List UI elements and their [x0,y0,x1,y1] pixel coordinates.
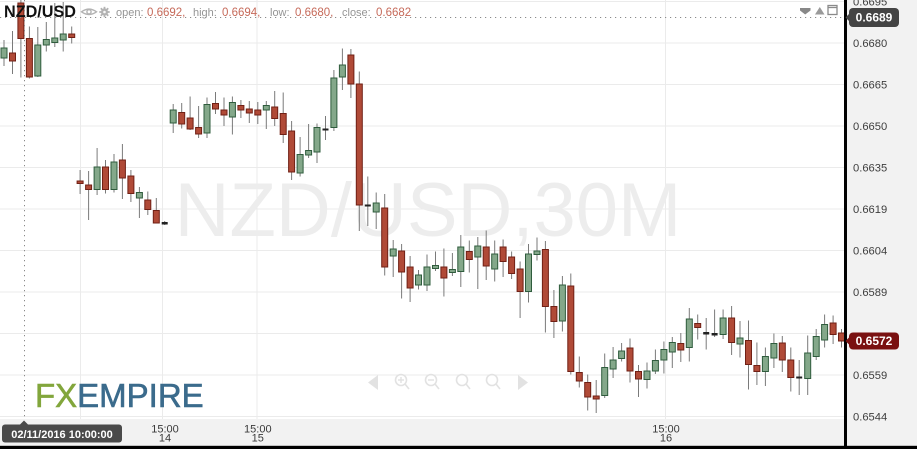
svg-text:0.6589: 0.6589 [853,287,887,299]
svg-text:0.6559: 0.6559 [853,370,887,382]
svg-text:close:: close: [342,7,371,19]
svg-text:0.6665: 0.6665 [853,80,887,92]
svg-text:0.6695: 0.6695 [853,0,887,9]
svg-text:FXEMPIRE: FXEMPIRE [35,377,204,414]
svg-text:15:00: 15:00 [151,423,179,435]
svg-text:low:: low: [270,7,290,19]
svg-text:NZD/USD: NZD/USD [4,3,76,21]
svg-text:open:: open: [116,7,144,19]
svg-text:0.6682: 0.6682 [376,7,411,19]
svg-text:0.6635: 0.6635 [853,163,887,175]
svg-text:0.6694,: 0.6694, [222,7,260,19]
svg-text:0.6680,: 0.6680, [295,7,333,19]
svg-text:high:: high: [193,7,217,19]
svg-text:NZD/USD,30M: NZD/USD,30M [175,168,682,253]
svg-text:0.6650: 0.6650 [853,121,887,133]
svg-text:15:00: 15:00 [652,423,680,435]
svg-text:02/11/2016 10:00:00: 02/11/2016 10:00:00 [11,429,113,441]
svg-text:15:00: 15:00 [244,423,272,435]
svg-text:16: 16 [660,433,672,445]
svg-text:0.6680: 0.6680 [853,38,887,50]
svg-text:0.6544: 0.6544 [853,412,887,424]
svg-text:15: 15 [252,433,264,445]
svg-text:14: 14 [159,433,171,445]
svg-text:0.6692,: 0.6692, [147,7,185,19]
svg-text:0.6604: 0.6604 [853,246,887,258]
svg-text:0.6689: 0.6689 [856,11,893,25]
svg-text:0.6572: 0.6572 [856,334,893,348]
svg-text:0.6619: 0.6619 [853,204,887,216]
